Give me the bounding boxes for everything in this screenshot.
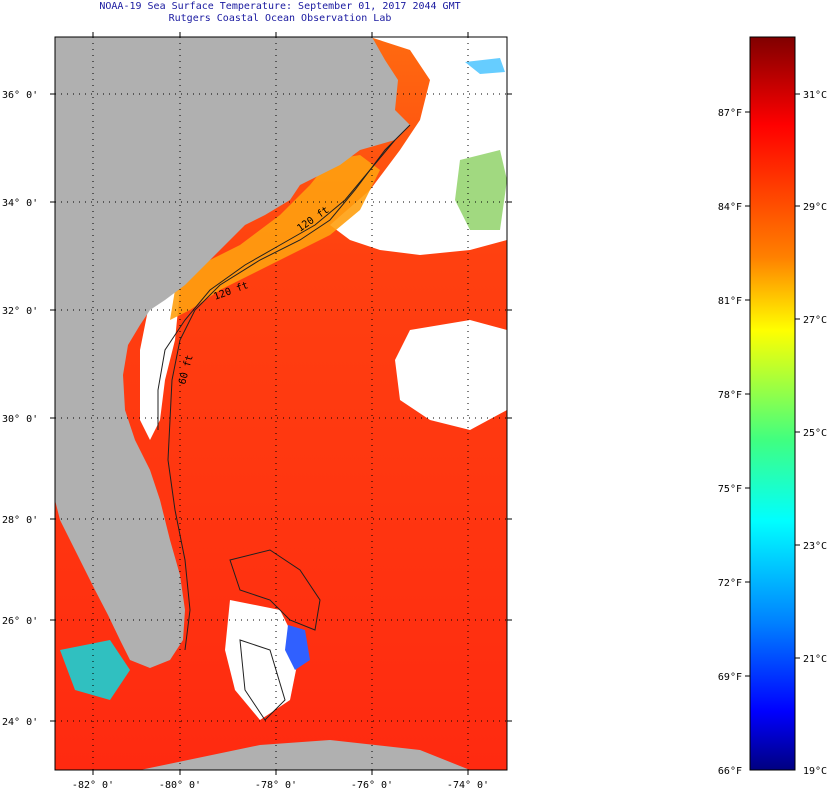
lat-label-28: 28° 0' (2, 515, 38, 526)
lon-label-78: -78° 0' (255, 780, 297, 791)
lon-label-80: -80° 0' (159, 780, 201, 791)
map-frame (54, 36, 508, 771)
lon-label-74: -74° 0' (447, 780, 489, 791)
cb-c-27: 27°C (803, 315, 827, 326)
cb-c-25: 25°C (803, 428, 827, 439)
lat-label-32: 32° 0' (2, 306, 38, 317)
cloud-cover-bahamas (225, 600, 300, 720)
cb-f-87: 87°F (718, 108, 742, 119)
axis-ticks (50, 32, 512, 775)
cb-f-72: 72°F (718, 578, 742, 589)
map-subtitle: Rutgers Coastal Ocean Observation Lab (168, 13, 392, 24)
colorbar-ticks (745, 93, 800, 677)
lat-label-26: 26° 0' (2, 616, 38, 627)
colorbar (749, 36, 796, 771)
bahamas-outline (229, 549, 321, 721)
lat-label-34: 34° 0' (2, 198, 38, 209)
cb-c-29: 29°C (803, 202, 827, 213)
lon-label-82: -82° 0' (72, 780, 114, 791)
cool-pocket-florida-bay (60, 640, 130, 700)
cb-f-75: 75°F (718, 484, 742, 495)
graticule (55, 37, 507, 770)
land-florida-carolinas (55, 37, 410, 668)
cloud-cover-florida-coast (140, 290, 180, 440)
contour-60ft (157, 139, 396, 430)
cloud-cover-east (395, 320, 507, 430)
lat-label-36: 36° 0' (2, 90, 38, 101)
shelf-water (170, 155, 380, 320)
map-title: NOAA-19 Sea Surface Temperature: Septemb… (99, 1, 461, 12)
cool-pocket-bahamas (285, 625, 310, 670)
cb-f-69: 69°F (718, 672, 742, 683)
land-cuba (140, 740, 470, 770)
lon-label-76: -76° 0' (351, 780, 393, 791)
cb-c-23: 23°C (803, 541, 827, 552)
cb-f-84: 84°F (718, 202, 742, 213)
cb-f-78: 78°F (718, 390, 742, 401)
cb-f-66: 66°F (718, 766, 742, 777)
cb-c-31: 31°C (803, 90, 827, 101)
lat-label-30: 30° 0' (2, 414, 38, 425)
cb-c-19: 19°C (803, 766, 827, 777)
cool-water-top (465, 58, 505, 74)
cb-c-21: 21°C (803, 654, 827, 665)
lat-label-24: 24° 0' (2, 717, 38, 728)
cb-f-81: 81°F (718, 296, 742, 307)
